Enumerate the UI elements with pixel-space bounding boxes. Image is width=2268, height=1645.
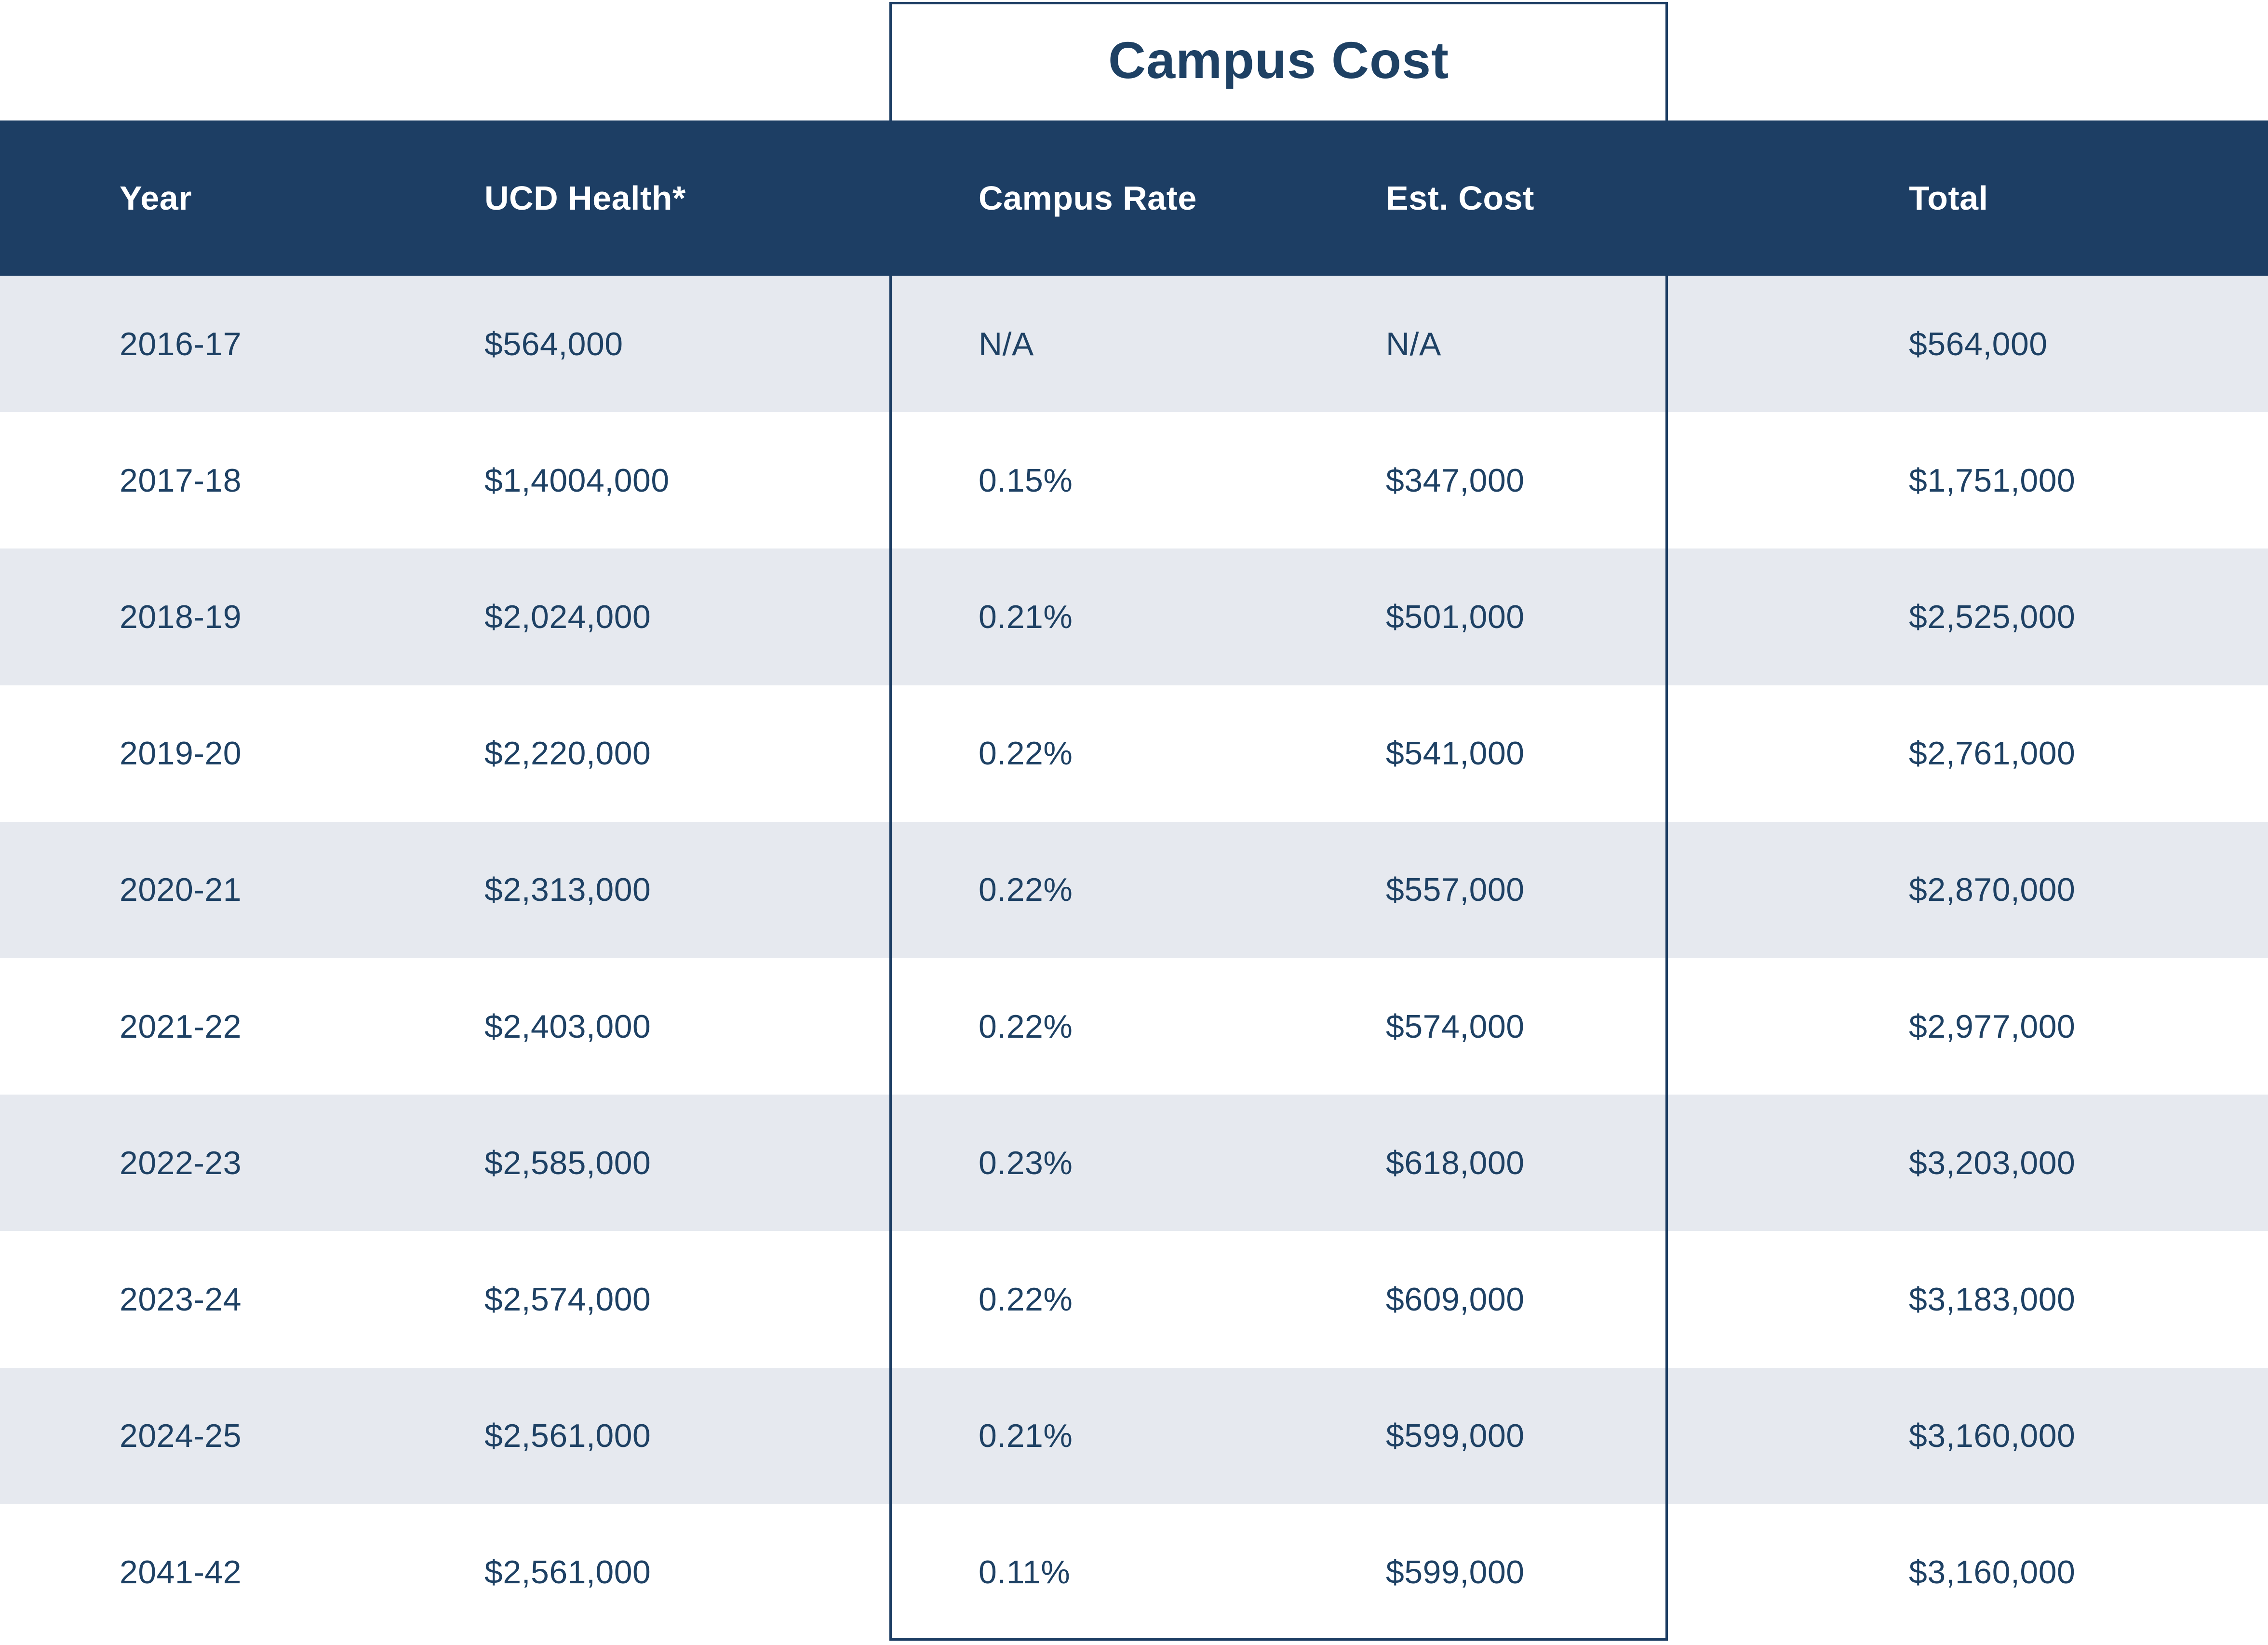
table-cell-year: 2023-24 <box>120 1281 242 1318</box>
table-cell-est-cost: $541,000 <box>1386 735 1525 772</box>
table-cell-ucd-health: $2,585,000 <box>484 1144 651 1181</box>
table-row: 2023-24 $2,574,000 0.22% $609,000 $3,183,000 <box>0 1231 2268 1368</box>
table-cell-ucd-health: $2,574,000 <box>484 1281 651 1318</box>
table-cell-campus-rate: 0.22% <box>979 871 1073 909</box>
table-cell-year: 2022-23 <box>120 1144 242 1181</box>
table-row: 2018-19 $2,024,000 0.21% $501,000 $2,525,000 <box>0 548 2268 685</box>
table-cell-campus-rate: 0.22% <box>979 735 1073 772</box>
table-cell-campus-rate: 0.22% <box>979 1008 1073 1045</box>
table-cell-campus-rate: 0.11% <box>979 1554 1071 1591</box>
table-body: 2016-17 $564,000 N/A N/A $564,000 2017-18 $1,4… <box>0 276 2268 1641</box>
column-header-total: Total <box>1909 179 1988 217</box>
table-cell-year: 2019-20 <box>120 735 242 772</box>
table-cell-total: $2,761,000 <box>1909 735 2076 772</box>
table-cell-campus-rate: 0.23% <box>979 1144 1073 1181</box>
table-cell-ucd-health: $2,561,000 <box>484 1554 651 1591</box>
table-row: 2024-25 $2,561,000 0.21% $599,000 $3,160,000 <box>0 1367 2268 1504</box>
table-cell-total: $3,183,000 <box>1909 1281 2076 1318</box>
table-cell-est-cost: $557,000 <box>1386 871 1525 909</box>
table-cell-year: 2021-22 <box>120 1008 242 1045</box>
table-cell-year: 2020-21 <box>120 871 242 909</box>
column-header-ucd-health: UCD Health* <box>484 179 686 217</box>
table-row: 2019-20 $2,220,000 0.22% $541,000 $2,761,000 <box>0 685 2268 822</box>
column-header-est-cost: Est. Cost <box>1386 179 1534 217</box>
table-cell-est-cost: N/A <box>1386 325 1441 362</box>
table-cell-campus-rate: 0.15% <box>979 462 1073 499</box>
table-cell-total: $2,977,000 <box>1909 1008 2076 1045</box>
table-cell-year: 2024-25 <box>120 1418 242 1455</box>
table-cell-total: $564,000 <box>1909 325 2048 362</box>
table-cell-total: $2,525,000 <box>1909 598 2076 635</box>
table-cell-campus-rate: 0.22% <box>979 1281 1073 1318</box>
table-cell-campus-rate: N/A <box>979 325 1034 362</box>
table-cell-est-cost: $599,000 <box>1386 1418 1525 1455</box>
table-cell-ucd-health: $564,000 <box>484 325 623 362</box>
table-row: 2041-42 $2,561,000 0.11% $599,000 $3,160,000 <box>0 1504 2268 1641</box>
table-row: 2016-17 $564,000 N/A N/A $564,000 <box>0 276 2268 413</box>
table-row: 2017-18 $1,4004,000 0.15% $347,000 $1,751,00… <box>0 412 2268 549</box>
table-cell-ucd-health: $2,313,000 <box>484 871 651 909</box>
table-row: 2022-23 $2,585,000 0.23% $618,000 $3,203,000 <box>0 1095 2268 1231</box>
table-cell-est-cost: $599,000 <box>1386 1554 1525 1591</box>
table-header-row: Year UCD Health* Campus Rate Est. Cost T… <box>0 120 2268 276</box>
table-cell-year: 2018-19 <box>120 598 242 635</box>
column-header-campus-rate: Campus Rate <box>979 179 1197 217</box>
table-cell-year: 2016-17 <box>120 325 242 362</box>
table-cell-ucd-health: $2,024,000 <box>484 598 651 635</box>
table-row: 2020-21 $2,313,000 0.22% $557,000 $2,870,000 <box>0 821 2268 958</box>
table-cell-total: $3,160,000 <box>1909 1554 2076 1591</box>
table-cell-est-cost: $618,000 <box>1386 1144 1525 1181</box>
table-cell-total: $3,160,000 <box>1909 1418 2076 1455</box>
table-cell-total: $2,870,000 <box>1909 871 2076 909</box>
table-cell-ucd-health: $2,561,000 <box>484 1418 651 1455</box>
table-cell-total: $3,203,000 <box>1909 1144 2076 1181</box>
table-row: 2021-22 $2,403,000 0.22% $574,000 $2,977,000 <box>0 958 2268 1095</box>
table-cell-ucd-health: $1,4004,000 <box>484 462 670 499</box>
campus-cost-group-title: Campus Cost <box>1108 31 1449 89</box>
table-cell-campus-rate: 0.21% <box>979 1418 1073 1455</box>
table-cell-campus-rate: 0.21% <box>979 598 1073 635</box>
table-cell-est-cost: $609,000 <box>1386 1281 1525 1318</box>
column-header-year: Year <box>120 179 192 217</box>
table-cell-ucd-health: $2,220,000 <box>484 735 651 772</box>
table-cell-ucd-health: $2,403,000 <box>484 1008 651 1045</box>
table-cell-est-cost: $501,000 <box>1386 598 1525 635</box>
table-cell-year: 2017-18 <box>120 462 242 499</box>
table-cell-est-cost: $347,000 <box>1386 462 1525 499</box>
table-cell-year: 2041-42 <box>120 1554 242 1591</box>
table-cell-est-cost: $574,000 <box>1386 1008 1525 1045</box>
table-cell-total: $1,751,000 <box>1909 462 2076 499</box>
